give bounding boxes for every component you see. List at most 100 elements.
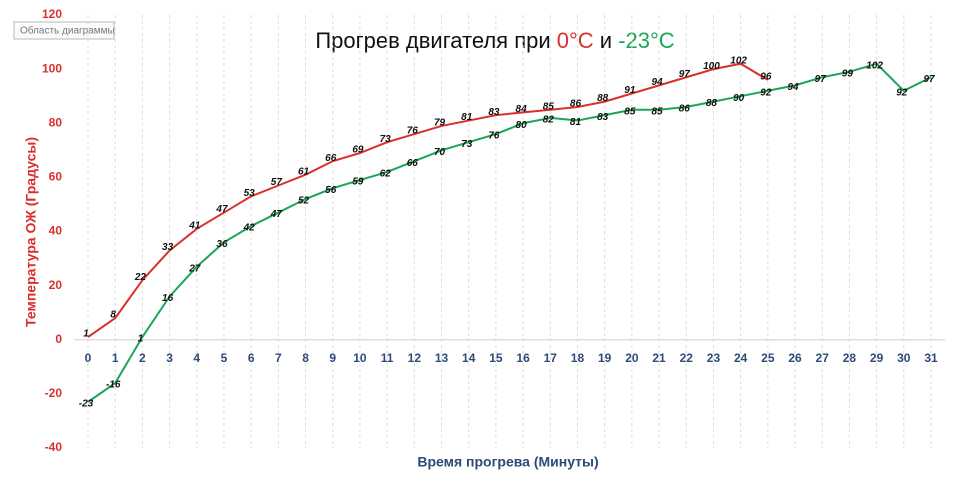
x-tick-label: 19 [598, 351, 612, 365]
data-label: 83 [488, 107, 500, 118]
data-label: 66 [407, 158, 419, 169]
x-tick-label: 28 [843, 351, 857, 365]
data-label: 85 [624, 106, 636, 117]
data-label: 84 [516, 104, 528, 115]
data-label: 99 [842, 68, 854, 79]
x-tick-label: 8 [302, 351, 309, 365]
y-tick-label: 20 [49, 278, 63, 292]
data-label: 69 [352, 145, 364, 156]
data-label: 33 [162, 242, 174, 253]
y-tick-label: -40 [45, 440, 63, 454]
x-tick-label: 12 [408, 351, 422, 365]
data-label: 52 [298, 196, 310, 207]
data-label: 76 [488, 131, 500, 142]
chart-title: Прогрев двигателя при 0°С и -23°С [315, 28, 674, 53]
data-label: 59 [352, 177, 364, 188]
x-axis-title: Время прогрева (Минуты) [417, 454, 598, 470]
x-tick-label: 31 [924, 351, 938, 365]
x-tick-label: 20 [625, 351, 639, 365]
data-label: 92 [760, 87, 772, 98]
x-tick-label: 25 [761, 351, 775, 365]
data-label: -23 [79, 399, 94, 410]
data-label: 100 [703, 61, 720, 72]
x-tick-label: 30 [897, 351, 911, 365]
title-part: Прогрев двигателя при [315, 28, 556, 53]
data-label: 73 [461, 139, 473, 150]
x-tick-label: 27 [816, 351, 830, 365]
data-label: 92 [896, 87, 908, 98]
x-tick-label: 24 [734, 351, 748, 365]
y-tick-label: 120 [42, 7, 62, 21]
y-tick-label: 100 [42, 61, 62, 75]
data-label: 47 [270, 209, 283, 220]
data-label: 56 [325, 185, 337, 196]
title-part: 0°С [557, 28, 594, 53]
x-tick-label: 13 [435, 351, 449, 365]
data-label: 86 [570, 99, 582, 110]
data-label: 82 [543, 114, 555, 125]
data-label: 47 [215, 204, 228, 215]
data-label: 27 [188, 263, 201, 274]
x-tick-label: 18 [571, 351, 585, 365]
data-label: 88 [706, 98, 718, 109]
x-tick-label: 9 [329, 351, 336, 365]
data-label: 22 [134, 272, 147, 283]
tooltip: Область диаграммы [20, 25, 115, 37]
x-tick-label: 21 [652, 351, 666, 365]
x-tick-label: 22 [680, 351, 694, 365]
data-label: 102 [730, 55, 747, 66]
data-label: 16 [162, 293, 174, 304]
data-label: 79 [434, 118, 446, 129]
x-tick-label: 17 [544, 351, 558, 365]
data-label: 85 [543, 101, 555, 112]
data-label: 73 [380, 134, 392, 145]
x-tick-label: 26 [788, 351, 802, 365]
data-label: 53 [244, 188, 256, 199]
data-label: 70 [434, 147, 446, 158]
y-tick-label: 40 [49, 224, 63, 238]
x-tick-label: 29 [870, 351, 884, 365]
series-line [87, 62, 769, 338]
x-tick-label: 5 [221, 351, 228, 365]
data-label: 61 [298, 166, 310, 177]
x-tick-label: 2 [139, 351, 146, 365]
data-label: 1 [138, 334, 144, 345]
data-label: 91 [624, 85, 636, 96]
data-label: 76 [407, 126, 419, 137]
x-tick-label: 3 [166, 351, 173, 365]
data-label: 102 [866, 60, 883, 71]
title-part: -23°С [618, 28, 675, 53]
data-label: 81 [461, 112, 473, 123]
x-tick-label: 4 [193, 351, 200, 365]
data-label: 90 [733, 93, 745, 104]
data-label: 86 [679, 104, 691, 115]
data-label: 42 [243, 223, 256, 234]
data-label: 57 [271, 177, 283, 188]
data-label: 66 [325, 153, 337, 164]
data-label: 83 [597, 112, 609, 123]
data-label: 88 [597, 93, 609, 104]
data-label: 85 [652, 106, 664, 117]
data-label: 94 [787, 82, 799, 93]
data-label: 41 [188, 220, 201, 231]
y-axis-title: Температура ОЖ (Градусы) [23, 137, 39, 327]
y-tick-label: -20 [45, 386, 63, 400]
data-label: 97 [923, 74, 935, 85]
data-label: 62 [380, 169, 392, 180]
data-label: 81 [570, 117, 582, 128]
data-label: -16 [106, 380, 121, 391]
x-tick-label: 14 [462, 351, 476, 365]
x-tick-label: 1 [112, 351, 119, 365]
x-tick-label: 0 [85, 351, 92, 365]
x-tick-label: 11 [381, 351, 394, 365]
data-label: 1 [83, 329, 89, 340]
data-label: 97 [679, 69, 691, 80]
data-label: 8 [110, 310, 116, 321]
series-line [87, 62, 932, 403]
data-label: 94 [652, 77, 664, 88]
y-tick-label: 60 [49, 170, 63, 184]
data-label: 80 [516, 120, 528, 131]
x-tick-label: 15 [489, 351, 503, 365]
tooltip-box [13, 21, 115, 40]
